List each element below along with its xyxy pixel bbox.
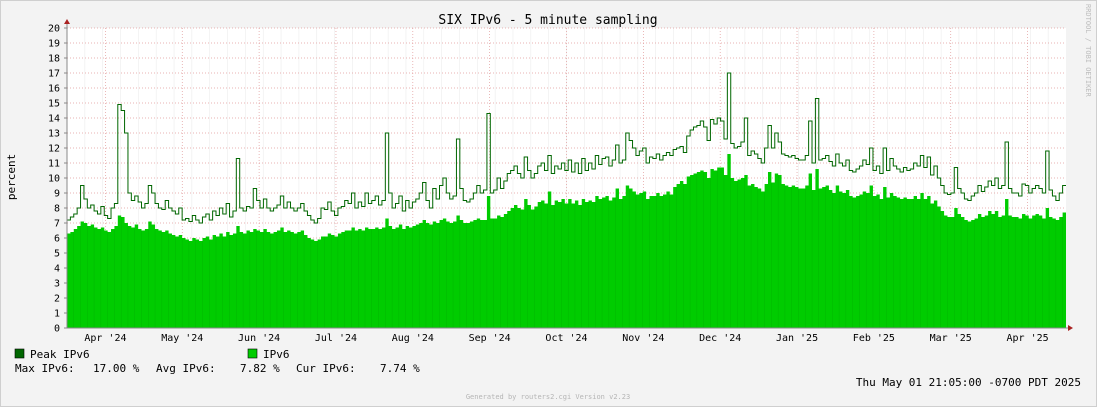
y-tick-label: 5 xyxy=(54,249,60,260)
ipv6-area xyxy=(67,154,1066,328)
y-tick-label: 15 xyxy=(48,99,60,110)
y-tick-label: 16 xyxy=(48,84,60,95)
y-tick-label: 13 xyxy=(48,129,60,140)
y-tick-label: 12 xyxy=(48,144,60,155)
x-tick-label: Dec '24 xyxy=(699,333,741,344)
x-tick-label: Mar '25 xyxy=(930,333,972,344)
x-tick-label: Nov '24 xyxy=(622,333,664,344)
y-tick-label: 17 xyxy=(48,69,60,80)
y-tick-label: 14 xyxy=(48,114,60,125)
legend-swatch-peak-ipv6 xyxy=(14,348,25,359)
peak-ipv6-line xyxy=(67,72,1066,224)
x-tick-label: May '24 xyxy=(161,333,203,344)
y-tick-label: 19 xyxy=(48,39,60,50)
ipv6-area-layer xyxy=(67,154,1066,328)
y-tick-label: 20 xyxy=(48,24,60,35)
chart-title: SIX IPv6 - 5 minute sampling xyxy=(438,13,657,28)
x-tick-label: Aug '24 xyxy=(392,333,434,344)
peak-ipv6-line-layer xyxy=(67,72,1066,224)
x-tick-label: Oct '24 xyxy=(545,333,587,344)
legend-swatch-ipv6 xyxy=(247,348,258,359)
x-tick-label: Jul '24 xyxy=(315,333,357,344)
x-tick-label: Feb '25 xyxy=(853,333,895,344)
y-tick-label: 2 xyxy=(54,294,60,305)
legend-label-ipv6: IPv6 xyxy=(263,348,290,361)
y-tick-label: 7 xyxy=(54,219,60,230)
stat-cur-label: Cur IPv6: xyxy=(296,362,356,375)
stat-avg-value: 7.82 % xyxy=(240,362,280,375)
y-axis-arrow xyxy=(64,19,70,24)
timestamp: Thu May 01 21:05:00 -0700 PDT 2025 xyxy=(856,376,1081,389)
x-tick-label: Sep '24 xyxy=(469,333,511,344)
y-tick-label: 9 xyxy=(54,189,60,200)
y-axis-label: percent xyxy=(5,154,18,200)
stat-max-label: Max IPv6: xyxy=(15,362,75,375)
x-tick-label: Apr '25 xyxy=(1006,333,1048,344)
y-tick-label: 0 xyxy=(54,324,60,335)
x-tick-label: Apr '24 xyxy=(84,333,126,344)
y-tick-label: 4 xyxy=(54,264,60,275)
stats-line: Max IPv6: 17.00 % Avg IPv6: 7.82 % Cur IPv6:… xyxy=(15,362,420,375)
axis-layer xyxy=(64,19,1073,331)
y-tick-label: 3 xyxy=(54,279,60,290)
y-tick-label: 8 xyxy=(54,204,60,215)
stat-avg-label: Avg IPv6: xyxy=(156,362,216,375)
watermark: RRDTOOL / TOBI OETIKER xyxy=(1084,4,1092,98)
y-tick-label: 1 xyxy=(54,309,60,320)
stat-max-value: 17.00 % xyxy=(93,362,140,375)
legend-label-peak-ipv6: Peak IPv6 xyxy=(30,348,90,361)
y-tick-label: 10 xyxy=(48,174,60,185)
x-axis-arrow xyxy=(1068,325,1073,331)
generated-by-footer: Generated by routers2.cgi Version v2.23 xyxy=(466,393,630,401)
x-tick-labels: Apr '24 May '24 Jun '24 Jul '24 Aug '24 Sep '… xyxy=(84,333,1048,344)
y-tick-label: 6 xyxy=(54,234,60,245)
x-tick-label: Jun '24 xyxy=(238,333,280,344)
stat-cur-value: 7.74 % xyxy=(380,362,420,375)
y-tick-label: 11 xyxy=(48,159,60,170)
y-tick-label: 18 xyxy=(48,54,60,65)
x-tick-label: Jan '25 xyxy=(776,333,818,344)
